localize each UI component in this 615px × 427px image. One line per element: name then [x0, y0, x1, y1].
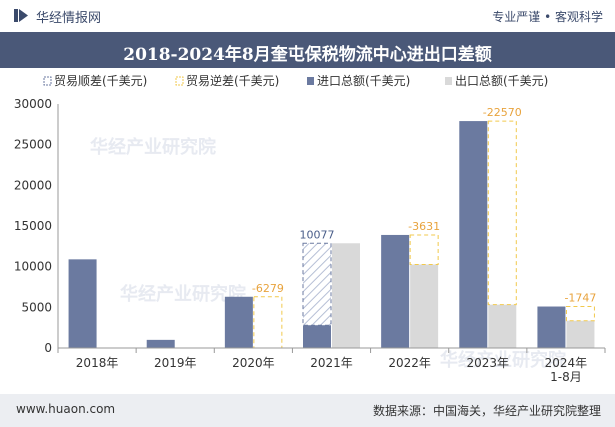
- import-bar: [537, 306, 566, 348]
- deficit-label: -22570: [483, 106, 522, 119]
- legend-label: 贸易逆差(千美元): [186, 73, 279, 88]
- deficit-box: [253, 296, 283, 349]
- surplus-label: 10077: [300, 228, 335, 241]
- y-tick-label: 20000: [14, 178, 52, 192]
- chart-title: 2018-2024年8月奎屯保税物流中心进出口差额: [123, 45, 492, 65]
- legend-swatch: [445, 77, 452, 85]
- y-axis: 0 5000 10000 15000 20000 25000 30000: [14, 97, 59, 355]
- deficit-label: -6279: [252, 282, 284, 295]
- import-bar: [224, 296, 253, 348]
- x-tick-label: 2019年: [154, 356, 197, 370]
- import-bar: [381, 234, 410, 348]
- top-bar: 华经情报网 专业严谨 • 客观科学: [0, 0, 615, 32]
- deficit-box: [487, 120, 517, 306]
- y-tick-label: 15000: [14, 219, 52, 233]
- import-bar: [146, 339, 175, 348]
- export-bar: [332, 243, 360, 348]
- import-bar: [459, 121, 488, 348]
- x-tick-label: 2024年 1-8月: [545, 356, 588, 384]
- watermark-text: 华经产业研究院: [90, 136, 216, 158]
- x-tick-label-line: 2024年: [545, 356, 588, 370]
- x-tick-label: 2021年: [310, 356, 353, 370]
- footer: www.huaon.com 数据来源：中国海关，华经产业研究院整理: [0, 394, 615, 427]
- export-bar: [566, 320, 595, 348]
- deficit-label: -3631: [408, 220, 440, 233]
- surplus-box: [302, 242, 332, 326]
- x-tick-label-line: 2019年: [154, 356, 197, 370]
- legend-swatch: [307, 77, 314, 85]
- x-tick-label-line: 2018年: [76, 356, 119, 370]
- x-tick-label-line: 2023年: [467, 356, 510, 370]
- watermark-text: 华经产业研究院: [440, 349, 566, 371]
- x-tick-label-line: 2021年: [310, 356, 353, 370]
- y-tick-label: 5000: [21, 300, 52, 314]
- legend: 贸易顺差(千美元) 贸易逆差(千美元) 进口总额(千美元) 出口总额(千美元): [43, 73, 548, 88]
- y-tick-label: 0: [44, 341, 52, 355]
- y-tick-label: 30000: [14, 97, 52, 111]
- brand-name: 华经情报网: [36, 11, 102, 26]
- bars: -6279 10077 -3631 -22570 -1747: [68, 106, 596, 349]
- x-tick-label-line: 1-8月: [550, 370, 582, 384]
- x-tick-label: 2022年: [388, 356, 431, 370]
- tagline: 专业严谨 • 客观科学: [492, 10, 603, 24]
- export-bar: [488, 304, 517, 348]
- x-tick-label-line: 2020年: [232, 356, 275, 370]
- deficit-label: -1747: [564, 292, 596, 305]
- logo-icon: [14, 9, 28, 22]
- footer-source: 数据来源：中国海关，华经产业研究院整理: [372, 404, 601, 418]
- import-bar: [303, 325, 331, 348]
- x-axis: 2018年 2019年 2020年 2021年 2022年 2023年 2024年 1-8月: [57, 347, 606, 384]
- legend-swatch: [175, 76, 184, 86]
- x-tick-label: 2020年: [232, 356, 275, 370]
- legend-swatch: [43, 76, 52, 86]
- y-tick-label: 25000: [14, 138, 52, 152]
- title-bar: 2018-2024年8月奎屯保税物流中心进出口差额: [0, 32, 615, 68]
- deficit-box: [565, 306, 595, 322]
- export-bar: [410, 264, 439, 348]
- footer-website[interactable]: www.huaon.com: [16, 402, 116, 416]
- legend-label: 出口总额(千美元): [455, 74, 548, 88]
- import-bar: [68, 259, 97, 348]
- x-tick-label: 2018年: [76, 356, 119, 370]
- legend-label: 进口总额(千美元): [317, 74, 410, 88]
- watermark-text: 华经产业研究院: [120, 283, 246, 305]
- x-tick-label-line: 2022年: [388, 356, 431, 370]
- x-tick-label: 2023年: [467, 356, 510, 370]
- deficit-box: [409, 234, 439, 265]
- legend-label: 贸易顺差(千美元): [54, 74, 147, 88]
- y-tick-label: 10000: [14, 260, 52, 274]
